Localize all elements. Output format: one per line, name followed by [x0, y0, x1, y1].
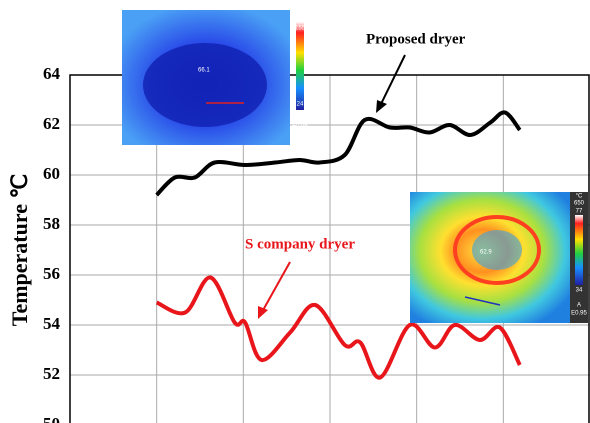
inset-text: A: [298, 116, 302, 122]
thermal-shape: [143, 43, 267, 127]
thermal-inset: °C 650 155 24 A E0.95 66.1: [122, 10, 308, 145]
arrow-head: [376, 100, 387, 113]
inset-text: 650: [295, 17, 306, 23]
y-tick-label: 56: [43, 264, 60, 283]
page: {"chart_data": {"type": "line", "y_label…: [0, 0, 590, 423]
arrow: [380, 55, 405, 106]
inset-text: 650: [574, 201, 585, 207]
y-tick-label: 58: [43, 214, 60, 233]
chart: 50 52 54 56 58 60 62 64 Temperature ℃ °C 650 15…: [0, 0, 590, 423]
inset-text: E0.95: [292, 124, 308, 130]
inset-text: 77: [576, 209, 583, 215]
inset-text: E0.95: [571, 311, 587, 317]
inset-text: 24: [297, 102, 304, 108]
y-axis-label: Temperature ℃: [7, 174, 32, 326]
y-tick-label: 54: [43, 314, 61, 333]
y-tick-label: 64: [43, 64, 61, 83]
y-tick-label: 60: [43, 164, 60, 183]
series-annotation: Proposed dryer: [366, 31, 466, 47]
inset-text: 34: [576, 288, 583, 294]
colorbar: [296, 22, 304, 110]
thermal-inset: °C 650 77 34 A E0.95 62.9: [410, 192, 588, 323]
y-tick-label: 50: [43, 414, 60, 423]
colorbar: [575, 215, 583, 285]
y-tick-label: 62: [43, 114, 60, 133]
inset-text: 155: [295, 26, 306, 32]
y-tick-label: 52: [43, 364, 60, 383]
inset-text: °C: [576, 194, 583, 200]
inset-text: A: [577, 303, 581, 309]
series-annotation: S company dryer: [245, 236, 355, 252]
inset-text: 62.9: [480, 250, 492, 256]
arrow-head: [258, 306, 268, 319]
arrow: [262, 262, 290, 312]
inset-text: 66.1: [198, 68, 210, 74]
